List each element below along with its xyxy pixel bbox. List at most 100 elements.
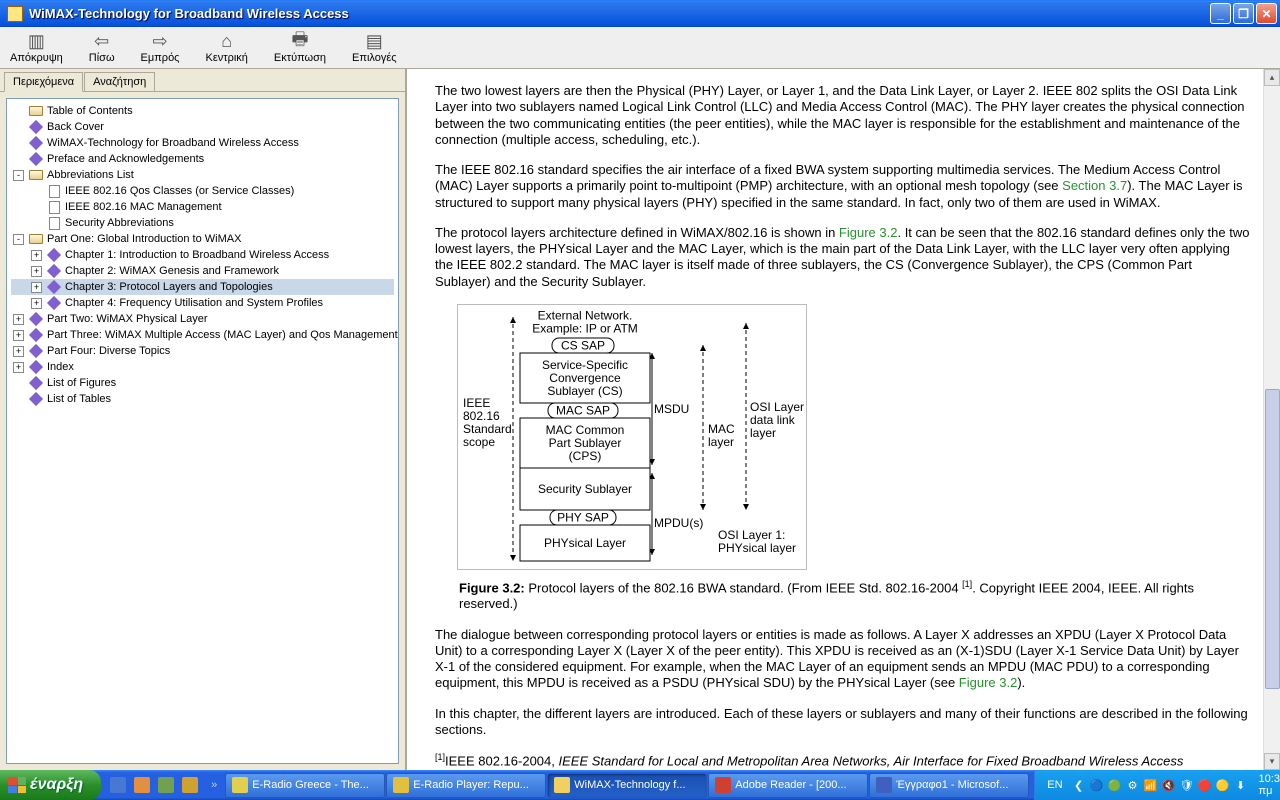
tray-icon[interactable]: 📶 xyxy=(1143,777,1159,793)
toolbar-Εκτύπωση[interactable]: 🖶Εκτύπωση xyxy=(270,29,330,66)
toolbar-Απόκρυψη[interactable]: ▥Απόκρυψη xyxy=(6,29,67,66)
language-indicator[interactable]: EN xyxy=(1047,779,1062,791)
tree-label: Part Two: WiMAX Physical Layer xyxy=(47,313,208,325)
topic-icon xyxy=(28,312,44,326)
tab-search[interactable]: Αναζήτηση xyxy=(84,72,155,91)
scroll-down-button[interactable]: ▾ xyxy=(1264,753,1280,770)
expand-icon[interactable]: + xyxy=(13,330,24,341)
tree-item[interactable]: IEEE 802.16 MAC Management xyxy=(11,199,394,215)
toolbar-Πίσω[interactable]: ⇦Πίσω xyxy=(85,29,119,66)
tree-item[interactable]: + Chapter 2: WiMAX Genesis and Framework xyxy=(11,263,394,279)
expand-icon[interactable]: + xyxy=(13,362,24,373)
link-figure[interactable]: Figure 3.2 xyxy=(839,225,898,240)
system-tray: EN ❮🔵🟢⚙📶🔇🛡🛑🟡⬇ 10:39 πμ xyxy=(1034,770,1280,800)
tree-item[interactable]: IEEE 802.16 Qos Classes (or Service Clas… xyxy=(11,183,394,199)
taskbar-button[interactable]: WiMAX-Technology f... xyxy=(547,773,707,798)
content-pane[interactable]: The two lowest layers are then the Physi… xyxy=(407,69,1280,770)
svg-text:Service-Specific: Service-Specific xyxy=(542,358,628,372)
expand-icon[interactable]: - xyxy=(13,234,24,245)
svg-text:MSDU: MSDU xyxy=(654,402,689,416)
tray-icon[interactable]: 🔵 xyxy=(1089,777,1105,793)
expand-icon[interactable]: + xyxy=(13,314,24,325)
scrollbar[interactable]: ▴ ▾ xyxy=(1263,69,1280,770)
quick-launch xyxy=(101,774,207,796)
svg-text:Example: IP or ATM: Example: IP or ATM xyxy=(532,321,638,335)
taskbar-button[interactable]: Adobe Reader - [200... xyxy=(708,773,868,798)
tree-item[interactable]: +Part Four: Diverse Topics xyxy=(11,343,394,359)
expand-icon[interactable]: + xyxy=(31,266,42,277)
svg-text:Sublayer (CS): Sublayer (CS) xyxy=(547,384,622,398)
tree-label: List of Tables xyxy=(47,393,111,405)
tree-item[interactable]: -Part One: Global Introduction to WiMAX xyxy=(11,231,394,247)
tree-item[interactable]: + Index xyxy=(11,359,394,375)
svg-text:PHY SAP: PHY SAP xyxy=(557,510,609,524)
tree-item[interactable]: Preface and Acknowledgements xyxy=(11,151,394,167)
expand-icon[interactable]: + xyxy=(31,282,42,293)
scroll-up-button[interactable]: ▴ xyxy=(1264,69,1280,86)
svg-text:Security Sublayer: Security Sublayer xyxy=(538,482,632,496)
tree-label: Index xyxy=(47,361,74,373)
svg-text:PHYsical Layer: PHYsical Layer xyxy=(544,536,626,550)
book-icon xyxy=(28,232,44,246)
tree-item[interactable]: +Part Three: WiMAX Multiple Access (MAC … xyxy=(11,327,394,343)
tree-item[interactable]: List of Figures xyxy=(11,375,394,391)
quick-launch-item[interactable] xyxy=(179,774,201,796)
tree-item[interactable]: + Part Two: WiMAX Physical Layer xyxy=(11,311,394,327)
tray-icon[interactable]: 🔇 xyxy=(1161,777,1177,793)
taskbar: έναρξη » E-Radio Greece - The...E-Radio … xyxy=(0,770,1280,800)
quick-launch-item[interactable] xyxy=(155,774,177,796)
maximize-button[interactable]: ❐ xyxy=(1233,3,1254,24)
expand-icon[interactable]: + xyxy=(31,298,42,309)
svg-text:Standard: Standard xyxy=(463,422,512,436)
chevron-icon[interactable]: » xyxy=(207,779,221,791)
expand-icon[interactable]: + xyxy=(31,250,42,261)
tree-item[interactable]: Table of Contents xyxy=(11,103,394,119)
tree-label: Part Three: WiMAX Multiple Access (MAC L… xyxy=(47,329,398,341)
tray-icon[interactable]: 🟡 xyxy=(1215,777,1231,793)
tray-icon[interactable]: ⬇ xyxy=(1233,777,1249,793)
taskbar-button[interactable]: E-Radio Greece - The... xyxy=(225,773,385,798)
toolbar-Επιλογές[interactable]: ▤Επιλογές xyxy=(348,29,401,66)
toolbar-Εμπρός[interactable]: ⇨Εμπρός xyxy=(137,29,184,66)
tree-item[interactable]: Back Cover xyxy=(11,119,394,135)
link-section[interactable]: Section 3.7 xyxy=(1062,178,1127,193)
topic-icon xyxy=(28,120,44,134)
tray-icon[interactable]: ❮ xyxy=(1071,777,1087,793)
toolbar-Κεντρική[interactable]: ⌂Κεντρική xyxy=(202,29,252,66)
tree-label: Chapter 2: WiMAX Genesis and Framework xyxy=(65,265,279,277)
toc-tree[interactable]: Table of ContentsBack CoverWiMAX-Technol… xyxy=(6,98,399,764)
quick-launch-item[interactable] xyxy=(131,774,153,796)
start-button[interactable]: έναρξη xyxy=(0,770,101,800)
close-button[interactable]: ✕ xyxy=(1256,3,1277,24)
toolbar-icon: ⇦ xyxy=(94,32,109,52)
tree-item[interactable]: +Chapter 3: Protocol Layers and Topologi… xyxy=(11,279,394,295)
taskbar-button[interactable]: Έγγραφο1 - Microsof... xyxy=(869,773,1029,798)
clock[interactable]: 10:39 πμ xyxy=(1259,773,1280,797)
tree-item[interactable]: WiMAX-Technology for Broadband Wireless … xyxy=(11,135,394,151)
topic-icon xyxy=(28,392,44,406)
taskbar-button[interactable]: E-Radio Player: Repu... xyxy=(386,773,546,798)
tray-icon[interactable]: 🟢 xyxy=(1107,777,1123,793)
book-icon xyxy=(28,168,44,182)
tray-icon[interactable]: ⚙ xyxy=(1125,777,1141,793)
svg-text:MAC: MAC xyxy=(708,422,735,436)
tree-item[interactable]: +Chapter 1: Introduction to Broadband Wi… xyxy=(11,247,394,263)
expand-icon[interactable]: - xyxy=(13,170,24,181)
link-figure[interactable]: Figure 3.2 xyxy=(959,675,1018,690)
svg-text:IEEE: IEEE xyxy=(463,396,490,410)
minimize-button[interactable]: _ xyxy=(1210,3,1231,24)
topic-icon xyxy=(46,296,62,310)
tree-item[interactable]: List of Tables xyxy=(11,391,394,407)
svg-text:(CPS): (CPS) xyxy=(569,449,602,463)
tree-item[interactable]: Security Abbreviations xyxy=(11,215,394,231)
tab-contents[interactable]: Περιεχόμενα xyxy=(4,72,83,92)
quick-launch-item[interactable] xyxy=(107,774,129,796)
tree-item[interactable]: +Chapter 4: Frequency Utilisation and Sy… xyxy=(11,295,394,311)
tray-icon[interactable]: 🛑 xyxy=(1197,777,1213,793)
expand-icon[interactable]: + xyxy=(13,346,24,357)
tray-icon[interactable]: 🛡 xyxy=(1179,777,1195,793)
tree-label: Preface and Acknowledgements xyxy=(47,153,204,165)
scroll-thumb[interactable] xyxy=(1265,389,1280,689)
task-icon xyxy=(554,777,570,793)
tree-item[interactable]: -Abbreviations List xyxy=(11,167,394,183)
